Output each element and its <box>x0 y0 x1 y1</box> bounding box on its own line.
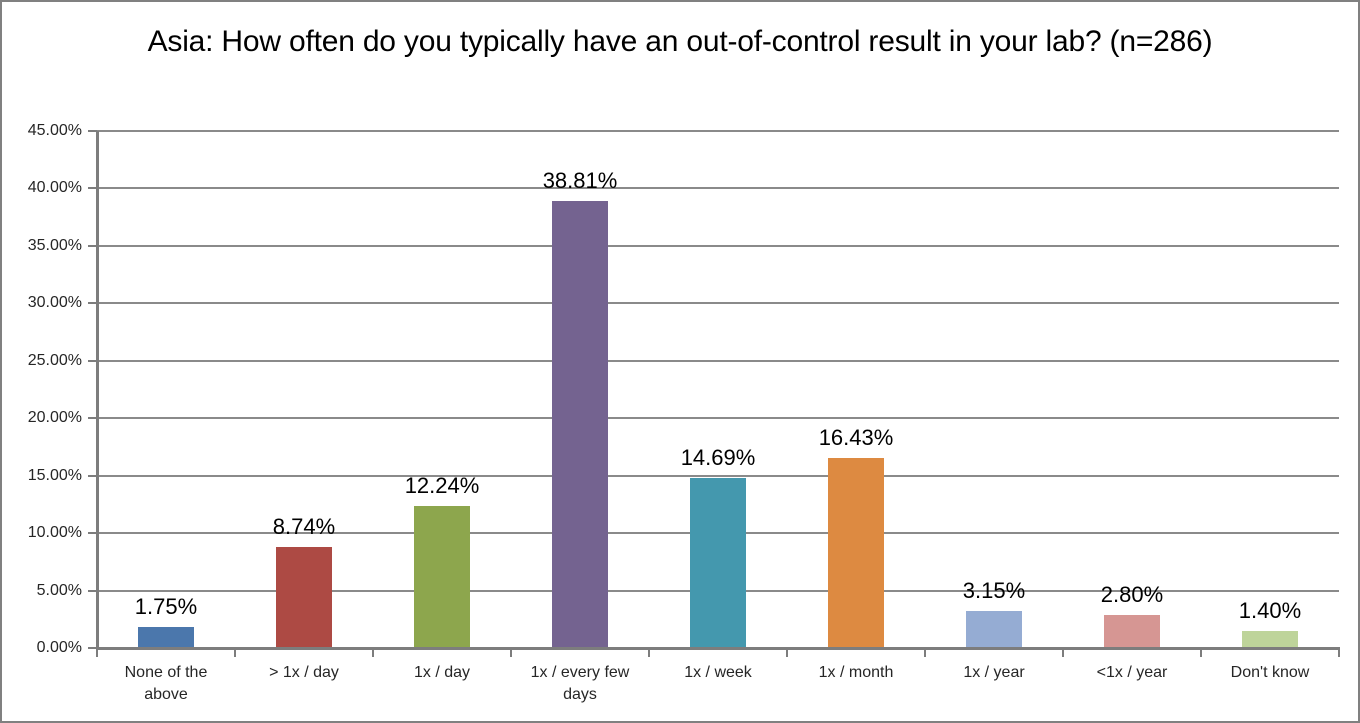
gridline <box>97 130 1339 132</box>
y-axis-tick <box>88 589 97 592</box>
bar <box>138 626 194 647</box>
x-axis-tick <box>1338 649 1340 657</box>
y-tick-label: 35.00% <box>27 236 82 254</box>
bar <box>690 478 746 647</box>
y-tick-label: 10.00% <box>27 524 82 542</box>
x-category-label-text: 1x / year <box>963 664 1025 681</box>
bar <box>1104 614 1160 647</box>
bar <box>276 546 332 647</box>
bar-value-label: 38.81% <box>542 168 618 194</box>
y-tick-label: 45.00% <box>27 122 82 139</box>
bar-value-label: 12.24% <box>404 473 480 499</box>
x-category-label: 1x / year <box>925 662 1063 684</box>
bar <box>1242 630 1298 647</box>
y-tick-label: 15.00% <box>27 466 82 484</box>
x-category-label-text: 1x / month <box>818 664 894 681</box>
y-tick-label: 25.00% <box>27 351 82 369</box>
bar-value-label: 3.15% <box>962 577 1026 603</box>
x-category-label-text: <1x / year <box>1096 664 1168 681</box>
y-axis-tick <box>88 474 97 477</box>
x-axis-tick <box>372 649 374 657</box>
x-axis-tick <box>924 649 926 657</box>
x-axis-tick <box>786 649 788 657</box>
y-axis-tick <box>88 130 97 132</box>
gridline <box>97 417 1339 420</box>
y-axis-tick <box>88 244 97 247</box>
y-axis-tick <box>88 187 97 190</box>
y-axis-line <box>96 131 99 650</box>
gridline <box>97 474 1339 477</box>
bar <box>552 201 608 647</box>
y-axis-tick <box>88 359 97 362</box>
bar-value-label: 1.40% <box>1238 597 1302 623</box>
gridline <box>97 359 1339 362</box>
bar <box>966 610 1022 647</box>
x-category-label-text: None of the above <box>124 664 208 703</box>
x-axis-line <box>96 647 1340 650</box>
bar <box>414 506 470 647</box>
y-tick-label: 0.00% <box>36 639 82 656</box>
x-category-label: Don't know <box>1201 662 1339 684</box>
y-axis-tick <box>88 417 97 420</box>
y-tick-label: 30.00% <box>27 294 82 312</box>
x-category-label: > 1x / day <box>235 662 373 684</box>
x-axis-tick <box>1062 649 1064 657</box>
bar <box>828 458 884 647</box>
gridline <box>97 244 1339 247</box>
x-axis-tick <box>1200 649 1202 657</box>
y-axis-tick <box>88 532 97 535</box>
x-axis-tick <box>648 649 650 657</box>
y-tick-label: 5.00% <box>36 581 82 599</box>
x-category-label: 1x / week <box>649 662 787 684</box>
bar-value-label: 14.69% <box>680 445 756 471</box>
x-category-label-text: 1x / week <box>684 664 752 681</box>
x-category-label: 1x / every few days <box>511 662 649 706</box>
x-category-label-text: Don't know <box>1230 664 1310 681</box>
x-category-label-text: > 1x / day <box>269 664 339 681</box>
y-axis-tick <box>88 302 97 305</box>
bar-value-label: 2.80% <box>1100 581 1164 607</box>
y-tick-label: 20.00% <box>27 409 82 427</box>
gridline <box>97 302 1339 305</box>
x-category-label-text: 1x / day <box>413 664 471 681</box>
x-category-label: 1x / day <box>373 662 511 684</box>
x-category-label: None of the above <box>97 662 235 706</box>
bar-value-label: 16.43% <box>818 425 894 451</box>
gridline <box>97 187 1339 190</box>
y-tick-label: 40.00% <box>27 179 82 197</box>
x-category-label: 1x / month <box>787 662 925 684</box>
x-axis-tick <box>510 649 512 657</box>
x-axis-tick <box>96 649 98 657</box>
y-axis-tick <box>88 647 97 649</box>
x-category-label-text: 1x / every few days <box>530 664 630 703</box>
bar-value-label: 8.74% <box>272 513 336 539</box>
x-axis-tick <box>234 649 236 657</box>
x-category-label: <1x / year <box>1063 662 1201 684</box>
bar-value-label: 1.75% <box>134 593 198 619</box>
chart-title: Asia: How often do you typically have an… <box>147 25 1213 58</box>
